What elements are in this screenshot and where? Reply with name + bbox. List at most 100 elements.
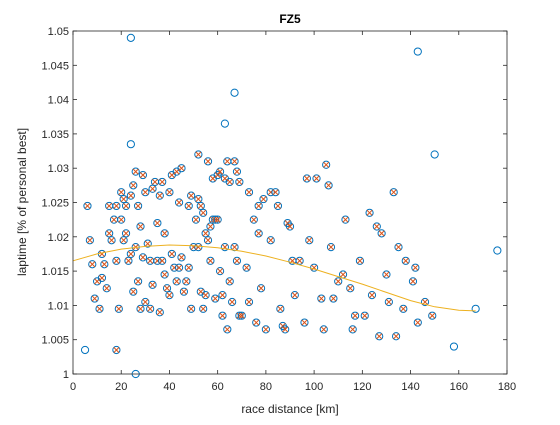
data-point-outlier xyxy=(449,342,459,351)
data-point-cross xyxy=(178,165,185,172)
data-point xyxy=(143,239,152,248)
data-point-circle xyxy=(107,236,116,245)
data-point-cross xyxy=(84,202,91,209)
data-point-cross xyxy=(111,216,117,223)
data-point-circle xyxy=(153,218,162,228)
data-point-circle xyxy=(126,191,135,200)
data-point xyxy=(121,229,131,238)
data-point-outlier xyxy=(126,33,135,42)
data-point xyxy=(351,311,360,320)
data-point-circle xyxy=(254,201,263,211)
data-point xyxy=(413,318,422,327)
data-point xyxy=(290,291,299,300)
data-point-outlier xyxy=(220,119,229,128)
data-point-cross xyxy=(229,299,236,305)
data-point-cross xyxy=(349,326,356,333)
data-point-circle xyxy=(194,242,203,252)
data-point-cross xyxy=(115,305,122,312)
data-point-circle xyxy=(160,229,169,238)
data-point-cross xyxy=(207,223,214,230)
data-point-cross xyxy=(164,285,170,292)
data-point-circle xyxy=(160,270,169,279)
data-point-circle xyxy=(131,167,140,176)
x-tick-label: 80 xyxy=(260,381,272,393)
data-point-cross xyxy=(226,178,233,185)
data-point xyxy=(372,222,381,231)
data-point-circle xyxy=(281,325,290,334)
data-point-circle xyxy=(206,256,215,265)
data-point-outlier xyxy=(230,88,239,97)
data-point-circle xyxy=(90,294,99,303)
data-point-circle xyxy=(112,256,121,265)
data-point-circle xyxy=(223,325,232,334)
data-point-cross xyxy=(106,202,113,209)
data-point-outlier xyxy=(413,47,422,56)
data-point-cross xyxy=(236,178,243,185)
data-point xyxy=(249,215,258,224)
data-point-circle xyxy=(129,181,138,190)
data-point xyxy=(102,284,111,293)
data-point xyxy=(141,297,150,307)
data-point xyxy=(206,256,215,265)
data-point xyxy=(121,201,131,211)
data-point-cross xyxy=(98,275,105,281)
data-point-cross xyxy=(86,237,93,244)
data-point-cross xyxy=(144,240,151,247)
data-point-circle xyxy=(177,164,186,173)
data-point-cross xyxy=(221,175,228,182)
data-point xyxy=(184,263,193,272)
data-point-cross xyxy=(217,268,224,275)
data-point-cross xyxy=(161,271,168,278)
data-point-circle xyxy=(394,242,403,252)
data-point-cross xyxy=(284,220,291,227)
data-point xyxy=(300,318,309,327)
data-point-cross xyxy=(96,305,103,312)
data-point-cross xyxy=(219,312,226,319)
data-point xyxy=(199,304,208,313)
data-point-cross xyxy=(246,189,252,196)
data-point-cross xyxy=(108,237,115,244)
data-point xyxy=(138,253,148,262)
data-point-circle xyxy=(191,215,201,224)
data-point-cross xyxy=(212,216,219,223)
data-point-circle xyxy=(215,167,225,176)
data-point-cross xyxy=(127,192,134,199)
data-point xyxy=(160,229,169,238)
data-point-circle xyxy=(121,201,131,211)
fit-curve xyxy=(72,244,476,312)
data-point xyxy=(244,297,254,307)
data-point xyxy=(182,277,191,286)
data-point-cross xyxy=(142,299,149,305)
data-point xyxy=(148,280,157,289)
data-point xyxy=(211,294,220,303)
data-point-cross xyxy=(291,292,298,299)
data-point-circle xyxy=(136,222,145,231)
data-point-circle xyxy=(141,188,150,197)
data-point-circle xyxy=(114,304,123,313)
data-point-circle xyxy=(252,318,261,327)
y-tick-label: 1 xyxy=(63,369,69,381)
data-point xyxy=(187,304,196,313)
data-point xyxy=(317,294,326,303)
data-point xyxy=(281,325,290,334)
data-point xyxy=(276,304,285,313)
data-point-cross xyxy=(188,305,195,312)
data-point xyxy=(225,177,234,187)
data-point-circle xyxy=(199,208,208,217)
data-point-cross xyxy=(202,230,209,237)
data-point-circle xyxy=(189,242,198,252)
data-point-cross xyxy=(173,278,180,285)
data-point xyxy=(223,325,232,334)
data-point-cross xyxy=(125,257,132,264)
data-point-circle xyxy=(276,304,285,313)
data-point-circle xyxy=(136,304,145,313)
x-tick-label: 60 xyxy=(212,381,224,393)
data-point-cross xyxy=(180,288,187,295)
data-point-circle xyxy=(97,273,107,283)
data-point xyxy=(235,311,244,320)
data-point xyxy=(203,157,213,166)
data-point-cross xyxy=(361,312,368,319)
data-point-cross xyxy=(89,261,96,268)
data-point-circle xyxy=(225,277,234,286)
